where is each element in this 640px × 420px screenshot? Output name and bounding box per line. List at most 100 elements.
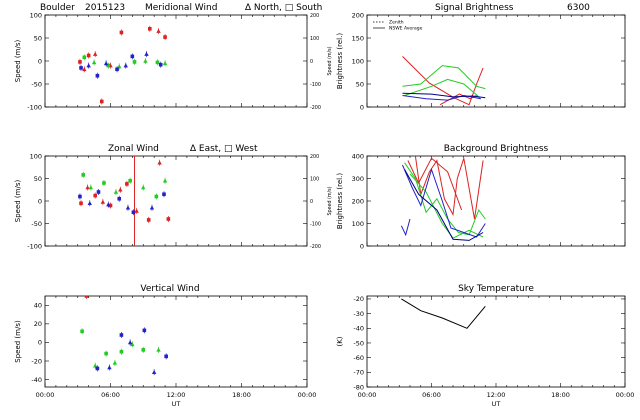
vertical-axes-frame xyxy=(44,295,308,388)
sky-y-tick-label: -40 xyxy=(353,325,364,333)
zonal-point-green xyxy=(141,185,146,190)
meridional-point-red xyxy=(163,35,167,39)
vertical-point-green xyxy=(130,341,135,347)
vertical-x-tick-label: 18:00 xyxy=(232,391,251,399)
meridional-point-blue xyxy=(158,62,163,67)
signal-wavelength: 6300 xyxy=(567,3,590,13)
meridional-y-tick-label: 50 xyxy=(34,34,42,42)
vertical-point-blue xyxy=(127,340,133,345)
zonal-point-blue xyxy=(78,194,82,199)
zonal-y-tick-label: -50 xyxy=(31,220,42,228)
sky-x-tick-label: 12:00 xyxy=(487,391,506,399)
background-data xyxy=(400,156,486,241)
signal-y-tick-label: 0 xyxy=(360,103,364,111)
zonal-point-red xyxy=(118,187,123,192)
background-series-blue xyxy=(402,164,486,238)
zonal-point-blue xyxy=(162,192,166,197)
zonal-point-red xyxy=(146,218,151,222)
background-y-label: Brightness (rel.) xyxy=(336,173,344,229)
meridional-point-red xyxy=(148,27,152,31)
meridional-point-red xyxy=(156,28,161,33)
vertical-y-tick-label: 40 xyxy=(34,302,42,310)
site-name: Boulder xyxy=(40,3,75,13)
vertical-point-blue xyxy=(95,366,100,371)
zonal-point-blue xyxy=(149,205,155,210)
sky-title: Sky Temperature xyxy=(458,284,534,294)
signal-series-red xyxy=(402,56,484,106)
signal-series-navy xyxy=(402,92,486,99)
sky-y-tick-label: -20 xyxy=(353,295,364,303)
zonal-point-red xyxy=(134,208,139,213)
meridional-point-red xyxy=(82,66,87,72)
meridional-y2-tick-label: -200 xyxy=(310,105,321,111)
vertical-y-tick-label: -40 xyxy=(31,376,42,384)
meridional-y-tick-label: -50 xyxy=(31,80,42,88)
zonal-title: Zonal Wind xyxy=(108,144,159,154)
vertical-point-blue xyxy=(107,365,112,370)
legend-zenith-label: Zenith xyxy=(389,20,404,26)
background-series-red xyxy=(414,156,484,220)
meridional-y2-label: Speed (m/s) xyxy=(327,46,333,75)
zonal-data xyxy=(78,159,171,223)
zonal-legend: ∆ East, □ West xyxy=(189,144,258,154)
background-axes-frame xyxy=(366,155,626,247)
zonal-y2-tick-label: 100 xyxy=(310,176,319,182)
zonal-point-blue xyxy=(117,196,122,201)
meridional-plot: 100 50 0 -50 -100 200 100 0 -100 -200 Speed (m/s) S… xyxy=(14,11,333,111)
sky-x-tick-label: 00:00 xyxy=(358,391,377,399)
meridional-data xyxy=(78,25,168,105)
zonal-y2-label: Speed (m/s) xyxy=(327,186,333,215)
zonal-point-green xyxy=(162,178,168,183)
meridional-y2-tick-label: -100 xyxy=(310,82,321,88)
background-plot: 400 300 200 100 0 Brightness (rel.) xyxy=(336,152,626,250)
zonal-y-tick-label: 50 xyxy=(34,175,42,183)
vertical-x-tick-label: 00:00 xyxy=(298,391,317,399)
meridional-point-blue xyxy=(130,54,135,59)
meridional-point-red xyxy=(78,60,82,64)
background-y-tick-label: 0 xyxy=(360,242,364,250)
sky-x-tick-label: 18:00 xyxy=(551,391,570,399)
meridional-point-red xyxy=(86,53,91,58)
sky-y-tick-label: -30 xyxy=(353,310,364,318)
meridional-point-green xyxy=(155,60,160,65)
background-series-navy xyxy=(404,169,484,241)
vertical-point-green xyxy=(104,351,108,356)
zonal-point-green xyxy=(81,173,86,177)
zonal-point-green xyxy=(128,178,132,183)
vertical-title: Vertical Wind xyxy=(140,284,199,294)
meridional-point-red xyxy=(93,51,98,56)
background-series-red2 xyxy=(407,157,463,211)
signal-y-tick-label: 50 xyxy=(356,80,364,88)
vertical-point-blue xyxy=(119,333,124,337)
zonal-point-red xyxy=(108,203,113,208)
zonal-y2-tick-label: 0 xyxy=(310,199,313,205)
zonal-y-tick-label: 0 xyxy=(38,197,42,205)
zonal-point-red xyxy=(166,217,171,221)
sky-axes-frame xyxy=(366,295,626,388)
meridional-point-blue xyxy=(79,66,83,70)
meridional-y-tick-label: 0 xyxy=(38,57,42,65)
background-y-tick-label: 400 xyxy=(352,152,364,160)
sky-y-tick-label: -70 xyxy=(353,369,364,377)
zonal-y-tick-label: -100 xyxy=(27,242,42,250)
signal-series-green xyxy=(402,65,486,90)
meridional-y-label: Speed (m/s) xyxy=(14,40,22,83)
signal-y-tick-label: 200 xyxy=(352,11,364,19)
zonal-point-red xyxy=(93,193,98,198)
zonal-point-green xyxy=(102,181,106,185)
vertical-point-green xyxy=(156,347,161,352)
vertical-y-tick-label: 0 xyxy=(38,339,42,347)
background-series-green2 xyxy=(409,173,484,239)
zonal-point-red xyxy=(79,201,83,206)
meridional-point-green xyxy=(143,58,148,63)
meridional-point-green xyxy=(162,61,168,66)
zonal-y-tick-label: 100 xyxy=(30,152,42,160)
vertical-y-tick-label: 20 xyxy=(34,320,42,328)
sky-y-tick-label: -80 xyxy=(353,383,364,391)
zonal-point-blue xyxy=(106,202,111,207)
legend-average-label: NSWE Average xyxy=(389,26,423,32)
sky-y-tick-label: -50 xyxy=(353,339,364,347)
meridional-y2-tick-label: 0 xyxy=(310,59,313,65)
vertical-point-green xyxy=(141,348,146,352)
meridional-point-red xyxy=(119,30,124,35)
